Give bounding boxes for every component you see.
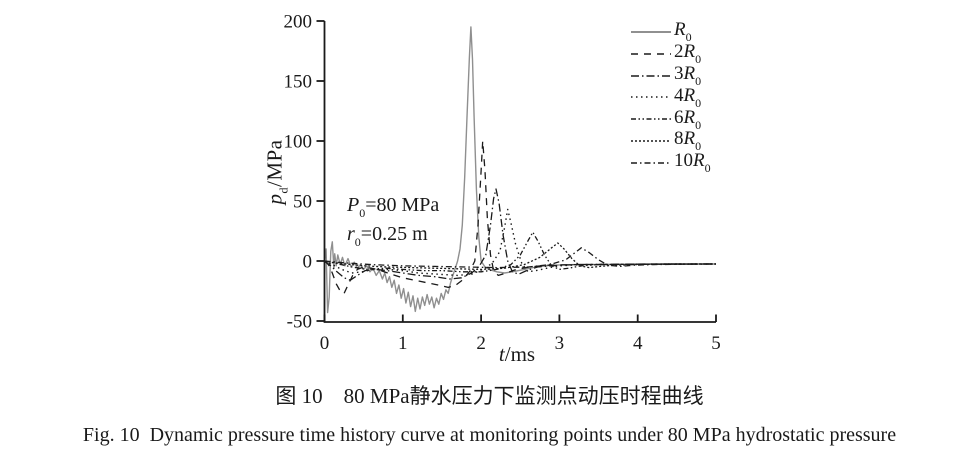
legend-label: 8R0	[674, 128, 702, 154]
y-axis-subscript: d	[276, 187, 291, 194]
legend-item: 2R0	[631, 41, 711, 67]
legend-label: 4R0	[674, 84, 702, 110]
annotation-r0: r0=0.25 m	[347, 223, 428, 250]
legend-line-sample	[631, 140, 671, 142]
series-8R0	[324, 242, 717, 271]
legend-line-sample	[631, 118, 671, 120]
y-tick-label: -50	[287, 312, 312, 333]
series-3R0	[324, 188, 717, 281]
annotation-p0-value: =80 MPa	[365, 194, 440, 216]
x-tick-label: 3	[555, 333, 565, 354]
legend-label: 3R0	[674, 63, 702, 88]
annotation-p0-sub: 0	[359, 206, 366, 220]
legend: R0 2R0 3R0 4R0 6R0 8R0 10R0	[631, 19, 711, 176]
legend-line-sample	[631, 31, 671, 33]
y-axis-label: pd/MPa	[263, 139, 292, 204]
y-axis-symbol: p	[262, 193, 287, 205]
legend-item: 10R0	[631, 150, 711, 176]
legend-line-sample	[631, 52, 671, 55]
y-tick-label: 100	[284, 132, 313, 153]
y-tick-label: 150	[284, 72, 313, 93]
x-axis-symbol: t	[498, 342, 505, 366]
caption-chinese: 图 10 80 MPa静水压力下监测点动压时程曲线	[275, 384, 704, 408]
legend-item: 6R0	[631, 106, 711, 132]
y-tick-label: 200	[284, 12, 313, 33]
legend-item: 3R0	[631, 63, 711, 88]
y-tick-label: 50	[293, 192, 312, 213]
x-axis-label: t/ms	[499, 342, 535, 367]
annotation-r0-sub: 0	[354, 235, 361, 249]
caption-english: Fig. 10 Dynamic pressure time history cu…	[82, 424, 897, 446]
y-axis-unit: /MPa	[262, 139, 287, 188]
legend-item: R0	[631, 19, 711, 45]
x-axis-unit: /ms	[504, 342, 536, 366]
legend-line-sample	[631, 96, 671, 99]
legend-item: 4R0	[631, 84, 711, 110]
legend-label: R0	[674, 19, 692, 45]
chart-canvas: -50 0 50 100 150 200 0 1 2 3 4 5	[284, 12, 721, 355]
x-tick-label: 1	[398, 333, 408, 354]
series-2R0	[324, 140, 716, 295]
annotation-r0-value: =0.25 m	[360, 223, 428, 245]
legend-label: 6R0	[674, 106, 702, 132]
x-tick-label: 0	[320, 333, 330, 354]
series-10R0	[324, 247, 717, 269]
x-tick-label: 4	[633, 333, 643, 354]
legend-item: 8R0	[631, 128, 711, 154]
x-tick-label: 5	[711, 333, 721, 354]
y-tick-label: 0	[303, 252, 313, 273]
x-tick-label: 2	[476, 333, 486, 354]
annotation-p0-symbol: P	[347, 194, 360, 216]
legend-label: 2R0	[674, 41, 702, 67]
series-R0	[323, 26, 716, 314]
annotation-p0: P0=80 MPa	[347, 194, 439, 221]
legend-line-sample	[631, 161, 671, 164]
legend-line-sample	[631, 74, 671, 77]
series-4R0	[324, 208, 717, 277]
legend-label: 10R0	[674, 150, 711, 176]
annotation-r0-symbol: r	[347, 223, 355, 245]
